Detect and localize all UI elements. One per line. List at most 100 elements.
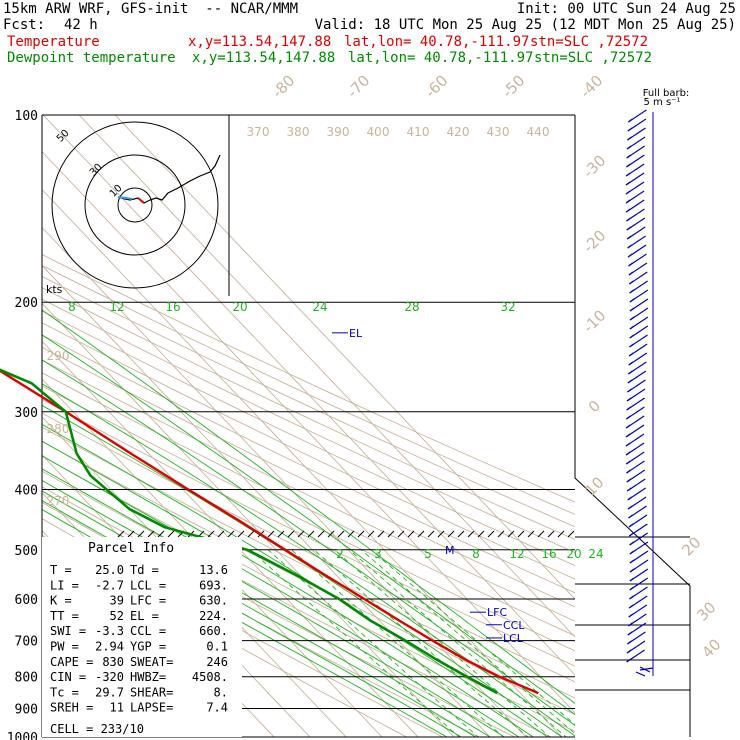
wind-barb-flag: [628, 280, 634, 285]
pressure-label: 500: [15, 544, 38, 559]
hatch-mark: [547, 530, 555, 538]
isotherm-line: [42, 340, 419, 737]
hodograph-ring: [51, 121, 219, 289]
dry-adiabat-line: [42, 264, 575, 515]
parcel-label: YGP =: [130, 640, 166, 654]
parcel-label: LI =: [50, 578, 79, 592]
wind-barb-flag: [628, 352, 634, 357]
parcel-label: K =: [50, 594, 72, 608]
parcel-label: EL =: [130, 609, 159, 623]
parcel-value: 246: [206, 655, 228, 669]
hatch-mark: [157, 530, 165, 538]
wind-barb-flag: [625, 208, 631, 213]
model-title: 15km ARW WRF, GFS-init -- NCAR/MMM: [3, 1, 299, 17]
parcel-value: 4508.: [192, 670, 228, 684]
thetae-label: 8: [68, 300, 76, 314]
parcel-label: TT =: [50, 609, 79, 623]
theta-label: 380: [287, 125, 310, 139]
parcel-value: -320: [95, 670, 124, 684]
hatch-mark: [127, 530, 135, 538]
pressure-label: 600: [15, 593, 38, 608]
wind-barb-flag: [628, 514, 633, 519]
right-boundary: [574, 115, 691, 737]
dry-adiabat-line: [42, 426, 575, 699]
theta-label: 430: [487, 125, 510, 139]
wind-barb-flag: [625, 433, 631, 438]
dry-adiabat-line: [42, 470, 552, 737]
hatch-mark: [217, 530, 225, 538]
isotherm-label: 0: [585, 397, 604, 416]
theta-label: 270: [47, 494, 70, 508]
parcel-label: CAPE =: [50, 655, 93, 669]
parcel-label: LFC =: [130, 594, 166, 608]
isotherm-line: [42, 115, 575, 676]
parcel-label: Td =: [130, 563, 159, 577]
thetae-label: 32: [500, 300, 515, 314]
hatch-mark: [307, 530, 315, 538]
dewpoint-trace: [0, 368, 498, 695]
parcel-info-box: Parcel Info T = 25.0 Td = 13.6 LI = -2.7 LCL = 6…: [42, 537, 242, 737]
dry-adiabat-line: [42, 253, 575, 503]
wind-barb-flag: [626, 397, 632, 402]
pressure-label: 900: [15, 703, 38, 718]
parcel-value: 29.7: [95, 685, 124, 699]
isotherm-line: [78, 115, 575, 638]
theta-label: 290: [47, 349, 70, 363]
parcel-label: T =: [50, 563, 72, 577]
barb-legend-line1: Full barb:: [643, 88, 690, 99]
mixing-ratio-label: 12: [509, 547, 524, 561]
wind-barb-flag: [629, 334, 635, 339]
hatch-mark: [487, 530, 495, 538]
wind-barb-flag: [628, 523, 634, 528]
wind-barb-surface: [635, 666, 654, 677]
mixing-ratio-line: [267, 549, 479, 737]
parcel-value: 25.0: [95, 563, 124, 577]
dewpoint-station: stn=SLC ,72572: [534, 50, 653, 66]
wind-barb-flag: [627, 244, 632, 249]
wind-barb-flag: [628, 532, 634, 537]
pressure-label: 100: [15, 109, 38, 124]
isotherm-label: -60: [421, 71, 451, 101]
pressure-label: 400: [15, 483, 38, 498]
hatch-mark: [377, 530, 385, 538]
parcel-label: LCL =: [130, 578, 166, 592]
wind-barb-flag: [628, 118, 633, 123]
wind-barb-flag: [627, 622, 633, 627]
wind-barb-flag: [629, 559, 635, 564]
parcel-label: PW =: [50, 640, 79, 654]
dry-adiabat-line: [42, 385, 575, 652]
hatch-mark: [207, 530, 215, 538]
parcel-value: 630.: [199, 594, 228, 608]
wind-barb-flag: [629, 289, 634, 294]
wind-barb-flag: [626, 478, 632, 483]
wind-barb-flag: [625, 190, 631, 195]
wind-barb-flag: [629, 343, 634, 348]
valid-time: Valid: 18 UTC Mon 25 Aug 25 (12 MDT Mon …: [314, 17, 736, 33]
parcel-value: 11: [110, 701, 124, 715]
wind-barb-flag: [628, 604, 634, 609]
parcel-value: 693.: [199, 578, 228, 592]
thetae-label: 24: [312, 300, 327, 314]
hatch-mark: [527, 530, 535, 538]
parcel-value: 660.: [199, 624, 228, 638]
wind-barb-flag: [626, 649, 632, 654]
isotherm-label: -20: [579, 226, 609, 256]
wind-barb-flag: [626, 487, 632, 492]
isotherm-label: 40: [698, 635, 724, 661]
hatch-mark: [317, 530, 325, 538]
wind-barb-flag: [627, 631, 633, 636]
hatch-mark: [347, 530, 355, 538]
isotherm-label: -40: [576, 71, 606, 101]
wind-barb-flag: [625, 442, 631, 447]
wind-barb-flag: [629, 325, 635, 330]
level-label-lfc: LFC: [487, 606, 507, 619]
parcel-label: SHEAR=: [130, 685, 173, 699]
wind-barb-flag: [625, 460, 631, 465]
hatch-mark: [117, 530, 125, 538]
hatch-mark: [357, 530, 365, 538]
dewpoint-legend: Dewpoint temperature: [7, 50, 176, 66]
wind-barb-flag: [626, 217, 631, 222]
dry-adiabat-line: [42, 372, 575, 637]
hatch-mark: [447, 530, 455, 538]
parcel-value: -2.7: [95, 578, 124, 592]
